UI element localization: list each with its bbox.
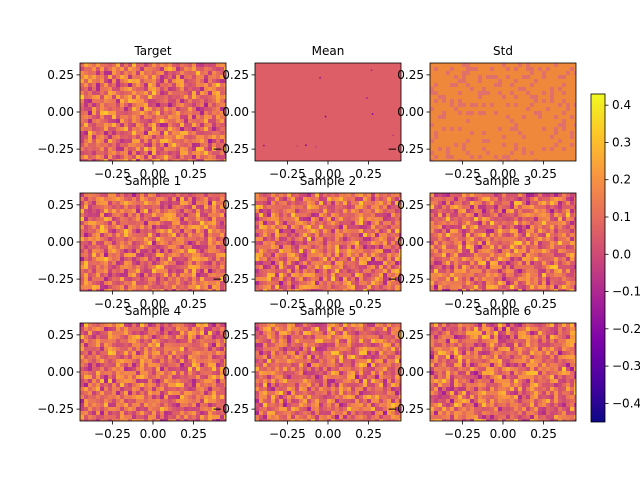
y-tick-label: 0.25 xyxy=(397,328,424,342)
colorbar-tick-label: −0.4 xyxy=(612,396,640,410)
panel-sample-2: −0.25 0.00 0.25 −0.25 0.00 0.25 Sample 2 xyxy=(212,174,402,311)
x-tick-label: −0.25 xyxy=(444,297,481,311)
x-tick-label: 0.25 xyxy=(355,167,382,181)
y-tick-label: −0.25 xyxy=(387,142,424,156)
y-tick-label: −0.25 xyxy=(37,272,74,286)
panel-sample-4: −0.25 0.00 0.25 −0.25 0.00 0.25 Sample 4 xyxy=(37,304,227,441)
colorbar-tick-label: 0.1 xyxy=(612,210,631,224)
y-tick-label: 0.00 xyxy=(397,105,424,119)
colorbar-tick-label: −0.1 xyxy=(612,285,640,299)
panel-sample-5: −0.25 0.00 0.25 −0.25 0.00 0.25 Sample 5 xyxy=(212,304,402,441)
x-tick-label: 0.00 xyxy=(140,297,167,311)
y-tick-label: 0.25 xyxy=(222,68,249,82)
panel-sample-6: −0.25 0.00 0.25 −0.25 0.00 0.25 Sample 6 xyxy=(387,304,577,441)
heatmap-image xyxy=(80,193,226,291)
x-tick-label: 0.25 xyxy=(180,167,207,181)
panel-title: Sample 2 xyxy=(300,174,356,188)
y-tick-label: 0.00 xyxy=(222,365,249,379)
x-tick-label: −0.25 xyxy=(269,167,306,181)
y-tick-label: 0.00 xyxy=(222,235,249,249)
panel-title: Sample 5 xyxy=(300,304,356,318)
y-tick-label: 0.00 xyxy=(47,105,74,119)
y-tick-label: 0.00 xyxy=(47,365,74,379)
x-tick-label: −0.25 xyxy=(94,167,131,181)
colorbar-tick-label: −0.3 xyxy=(612,359,640,373)
y-tick-label: 0.25 xyxy=(47,198,74,212)
y-tick-label: 0.00 xyxy=(47,235,74,249)
panel-title: Sample 4 xyxy=(125,304,181,318)
x-tick-label: −0.25 xyxy=(444,427,481,441)
y-tick-label: 0.00 xyxy=(397,235,424,249)
colorbar: 0.4 0.3 0.2 0.1 0.0 −0.1 −0.2 −0.3 −0.4 xyxy=(590,93,640,423)
panel-grid: −0.25 0.00 0.25 −0.25 0.00 0.25 Target −0.25 0.0… xyxy=(37,44,577,441)
heatmap-image xyxy=(80,323,226,421)
x-tick-label: 0.00 xyxy=(490,167,517,181)
x-tick-label: −0.25 xyxy=(94,297,131,311)
x-tick-label: −0.25 xyxy=(269,427,306,441)
y-tick-label: −0.25 xyxy=(212,142,249,156)
heatmap-image xyxy=(430,193,576,291)
heatmap-image xyxy=(430,63,576,161)
y-tick-label: 0.25 xyxy=(397,68,424,82)
panel-title: Mean xyxy=(312,44,345,58)
colorbar-tick-label: 0.4 xyxy=(612,98,631,112)
x-tick-label: 0.25 xyxy=(530,297,557,311)
y-tick-label: 0.25 xyxy=(222,328,249,342)
y-tick-label: −0.25 xyxy=(387,272,424,286)
panel-target: −0.25 0.00 0.25 −0.25 0.00 0.25 Target xyxy=(37,44,227,181)
heatmap-image xyxy=(255,193,401,291)
y-tick-label: 0.25 xyxy=(47,68,74,82)
y-tick-label: 0.25 xyxy=(397,198,424,212)
x-tick-label: 0.25 xyxy=(355,297,382,311)
colorbar-gradient xyxy=(591,94,605,422)
heatmap-image xyxy=(255,323,401,421)
x-tick-label: 0.25 xyxy=(530,427,557,441)
x-tick-label: 0.25 xyxy=(355,427,382,441)
y-tick-label: 0.00 xyxy=(397,365,424,379)
y-tick-label: −0.25 xyxy=(37,142,74,156)
x-tick-label: −0.25 xyxy=(269,297,306,311)
panel-title: Std xyxy=(493,44,513,58)
panel-title: Sample 1 xyxy=(125,174,181,188)
colorbar-tick-label: 0.3 xyxy=(612,135,631,149)
panel-title: Sample 6 xyxy=(475,304,531,318)
y-tick-label: 0.00 xyxy=(222,105,249,119)
y-tick-label: 0.25 xyxy=(47,328,74,342)
colorbar-frame xyxy=(590,93,606,423)
colorbar-tick-label: −0.2 xyxy=(612,322,640,336)
y-tick-label: −0.25 xyxy=(212,402,249,416)
panel-sample-3: −0.25 0.00 0.25 −0.25 0.00 0.25 Sample 3 xyxy=(387,174,577,311)
x-tick-label: 0.25 xyxy=(180,297,207,311)
x-tick-label: 0.00 xyxy=(490,427,517,441)
heatmap-image xyxy=(255,63,401,161)
x-tick-label: 0.00 xyxy=(315,167,342,181)
colorbar-tick-label: 0.0 xyxy=(612,247,631,261)
y-tick-label: −0.25 xyxy=(212,272,249,286)
panel-title: Sample 3 xyxy=(475,174,531,188)
panel-std: −0.25 0.00 0.25 −0.25 0.00 0.25 Std xyxy=(387,44,577,181)
panel-sample-1: −0.25 0.00 0.25 −0.25 0.00 0.25 Sample 1 xyxy=(37,174,227,311)
x-tick-label: 0.00 xyxy=(140,167,167,181)
x-tick-label: 0.00 xyxy=(490,297,517,311)
colorbar-tick-label: 0.2 xyxy=(612,173,631,187)
panel-mean: −0.25 0.00 0.25 −0.25 0.00 0.25 Mean xyxy=(212,44,402,181)
y-tick-label: −0.25 xyxy=(387,402,424,416)
heatmap-image xyxy=(430,323,576,421)
y-tick-label: 0.25 xyxy=(222,198,249,212)
x-tick-label: 0.25 xyxy=(180,427,207,441)
x-tick-label: 0.00 xyxy=(315,297,342,311)
heatmap-image xyxy=(80,63,226,161)
x-tick-label: −0.25 xyxy=(444,167,481,181)
x-tick-label: −0.25 xyxy=(94,427,131,441)
y-tick-label: −0.25 xyxy=(37,402,74,416)
x-tick-label: 0.00 xyxy=(315,427,342,441)
x-tick-label: 0.25 xyxy=(530,167,557,181)
panel-title: Target xyxy=(133,44,171,58)
x-tick-label: 0.00 xyxy=(140,427,167,441)
